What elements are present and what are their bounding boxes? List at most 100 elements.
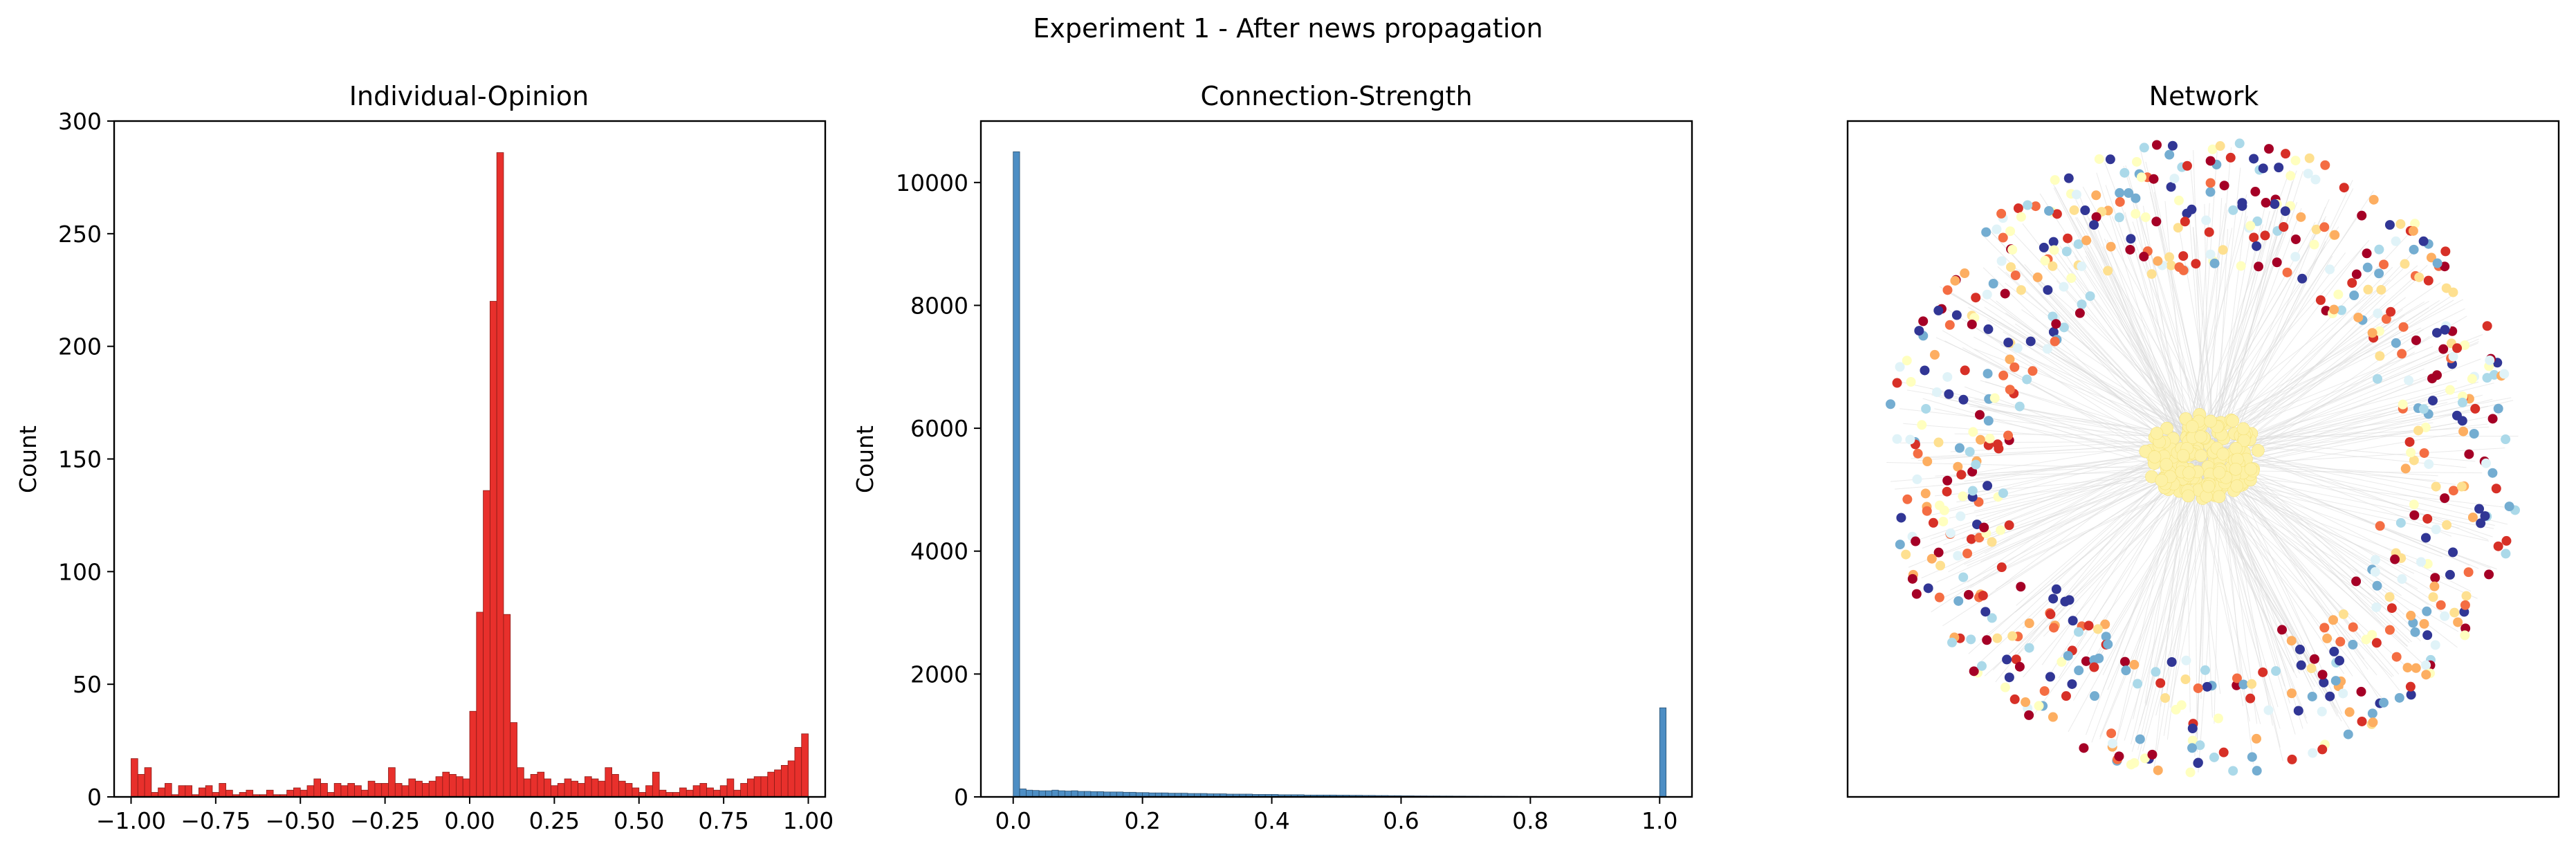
network-node — [2328, 615, 2339, 625]
network-node — [2191, 259, 2201, 269]
network-node — [2101, 632, 2111, 642]
network-edge — [2218, 459, 2412, 643]
histogram-bars-connection — [1013, 151, 1667, 798]
network-node — [2068, 616, 2078, 626]
network-edge — [2210, 167, 2241, 451]
network-node — [2460, 630, 2470, 641]
network-node — [2049, 245, 2059, 255]
histogram-bar — [767, 771, 775, 798]
network-node — [2482, 321, 2492, 331]
network-node — [1996, 525, 2006, 535]
network-node — [1981, 227, 1991, 237]
network-edge — [2220, 387, 2454, 451]
network-node — [2024, 643, 2034, 653]
network-node — [2048, 311, 2058, 322]
network-node — [2420, 533, 2431, 543]
network-edge — [2053, 184, 2199, 456]
network-node — [2464, 449, 2474, 459]
network-edge — [2210, 475, 2279, 708]
network-node — [2092, 624, 2103, 634]
network-node — [2379, 259, 2389, 270]
network-node — [1926, 553, 1937, 564]
network-node — [2139, 251, 2149, 261]
network-node — [2115, 187, 2125, 198]
histogram-bar — [144, 767, 152, 798]
network-edge — [2105, 185, 2193, 442]
y-tick-label: 250 — [58, 221, 102, 248]
network-node — [2005, 262, 2016, 273]
histogram-bar — [219, 783, 226, 798]
network-node — [1945, 528, 1956, 538]
network-node — [1922, 506, 1932, 516]
network-node — [2201, 215, 2211, 226]
histogram-bars-opinion — [131, 152, 809, 798]
y-tick-label: 8000 — [910, 292, 968, 319]
network-node — [2132, 156, 2142, 167]
network-node — [2024, 618, 2034, 629]
network-edge — [1968, 454, 2191, 654]
network-node — [2398, 399, 2408, 410]
network-node — [2422, 630, 2433, 641]
network-node — [1901, 549, 1911, 560]
network-node — [2050, 336, 2060, 347]
network-node — [2205, 187, 2216, 197]
network-node — [2333, 289, 2344, 300]
network-node — [2091, 190, 2101, 201]
y-axis-label-opinion: Count — [15, 425, 42, 493]
network-node — [2375, 351, 2385, 361]
network-node — [2442, 520, 2452, 530]
x-tick-label: 0.25 — [529, 807, 580, 834]
network-node — [2218, 245, 2228, 255]
network-node — [2481, 458, 2491, 468]
network-node — [2290, 252, 2301, 262]
network-node — [2147, 749, 2158, 760]
network-node — [2274, 163, 2284, 173]
network-node — [2048, 327, 2059, 337]
network-node — [1934, 500, 1944, 511]
network-node — [1902, 494, 1913, 504]
network-node — [2103, 639, 2113, 650]
network-node — [1983, 416, 1994, 426]
network-node — [2024, 710, 2034, 720]
network-edge — [2133, 470, 2188, 719]
network-node — [2010, 270, 2021, 281]
network-node — [1982, 369, 1993, 379]
network-node — [1967, 466, 1978, 477]
network-node — [2280, 206, 2290, 217]
network-node — [1977, 661, 1987, 671]
network-node — [2083, 620, 2094, 631]
network-node — [2405, 681, 2416, 692]
histogram-bar — [367, 780, 376, 798]
network-edge — [2142, 205, 2182, 437]
network-node — [1958, 491, 1968, 502]
network-node — [2014, 661, 2025, 672]
network-node — [2406, 448, 2416, 458]
histogram-bar — [300, 789, 308, 798]
plot-frame-connection — [979, 120, 1693, 798]
network-node — [2135, 734, 2145, 744]
network-node — [2193, 757, 2203, 768]
network-node — [2153, 765, 2163, 775]
histogram-bar — [747, 778, 755, 798]
network-node — [2460, 600, 2470, 610]
network-node — [1963, 589, 1974, 600]
network-node — [2374, 244, 2384, 255]
network-node — [2320, 160, 2330, 170]
network-node — [2325, 691, 2335, 701]
network-node — [2178, 251, 2189, 261]
network-node — [2151, 217, 2162, 227]
network-node — [2022, 374, 2032, 385]
y-tick-label: 6000 — [910, 415, 968, 442]
network-node — [2131, 209, 2141, 219]
network-node — [2002, 654, 2012, 665]
network-node — [2200, 665, 2210, 675]
hub-node — [2150, 427, 2164, 440]
network-node — [2012, 343, 2023, 353]
histogram-bar — [517, 767, 524, 798]
y-tick-label: 150 — [58, 446, 102, 473]
x-tick-label: 1.0 — [1641, 807, 1677, 834]
network-node — [2232, 673, 2242, 683]
network-node — [2166, 182, 2176, 192]
y-tick-label: 0 — [954, 784, 968, 811]
network-node — [2448, 486, 2458, 496]
